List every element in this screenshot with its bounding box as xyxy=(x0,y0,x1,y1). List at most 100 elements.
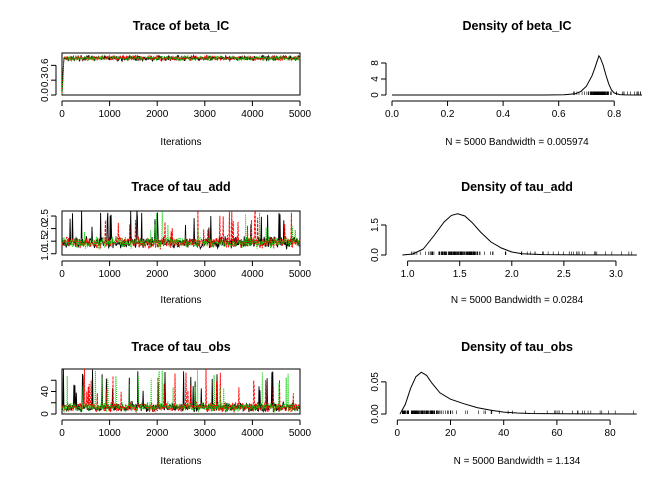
chart-title: Density of tau_add xyxy=(461,180,573,194)
x-tick-label: 0 xyxy=(395,428,401,439)
x-tick-label: 1000 xyxy=(98,269,121,280)
plot-frame xyxy=(61,210,301,256)
plot-frame xyxy=(61,368,301,415)
x-tick-label: 2.0 xyxy=(505,269,519,280)
y-axis: 0.00 0.05 xyxy=(370,372,387,424)
x-tick-label: 3.0 xyxy=(609,269,623,280)
panel-trace-tau-add: Trace of tau_add 0 1000 2000 3000 4000 5000 1… xyxy=(40,180,312,306)
x-axis: 0 20 40 60 80 xyxy=(395,419,617,439)
x-tick-label: 1000 xyxy=(98,428,121,439)
trace-lines xyxy=(61,210,301,251)
x-tick-label: 0 xyxy=(59,269,65,280)
x-axis: 0 1000 2000 3000 4000 5000 xyxy=(59,419,312,439)
rug-marks xyxy=(573,91,641,95)
trace-series-3 xyxy=(61,54,301,95)
x-axis-label: Iterations xyxy=(160,295,201,306)
x-axis: 0.0 0.2 0.4 0.6 0.8 xyxy=(385,100,622,120)
panel-density-tau-obs: Density of tau_obs 0 20 40 60 80 0.00 0.05 N … xyxy=(370,340,637,467)
x-tick-label: 2000 xyxy=(146,428,169,439)
x-axis-label: N = 5000 Bandwidth = 1.134 xyxy=(454,456,581,467)
y-axis: 0.00.30.6 xyxy=(40,58,57,102)
density-curve xyxy=(399,371,637,415)
y-tick-label: 0.3 xyxy=(40,73,51,87)
y-tick-label: 40 xyxy=(40,386,51,398)
x-tick-label: 20 xyxy=(445,428,457,439)
trace-lines xyxy=(61,54,301,95)
x-tick-label: 4000 xyxy=(241,269,264,280)
x-tick-label: 4000 xyxy=(241,428,264,439)
x-axis-label: N = 5000 Bandwidth = 0.005974 xyxy=(445,137,589,148)
y-tick-label: 1.0 xyxy=(40,246,51,260)
trace-series-2 xyxy=(61,210,301,250)
x-axis-label: N = 5000 Bandwidth = 0.0284 xyxy=(451,295,584,306)
x-tick-label: 0 xyxy=(59,428,65,439)
x-tick-label: 5000 xyxy=(289,109,312,120)
rug-marks xyxy=(402,410,634,414)
x-tick-label: 80 xyxy=(605,428,617,439)
trace-series-3 xyxy=(61,210,301,250)
x-tick-label: 4000 xyxy=(241,109,264,120)
x-tick-label: 1000 xyxy=(98,109,121,120)
trace-series-1 xyxy=(61,54,301,95)
chart-title: Density of tau_obs xyxy=(461,340,573,354)
y-tick-label: 0.05 xyxy=(370,372,381,392)
y-axis: 0 40 xyxy=(40,379,57,417)
x-tick-label: 0.0 xyxy=(385,109,399,120)
x-tick-label: 0.8 xyxy=(607,109,621,120)
x-tick-label: 1.0 xyxy=(401,269,415,280)
panel-density-tau-add: Density of tau_add 1.0 1.5 2.0 2.5 3.0 0.0 1.… xyxy=(370,180,637,306)
chart-title: Trace of tau_obs xyxy=(131,340,230,354)
density-line xyxy=(399,371,637,415)
trace-series-2 xyxy=(61,54,301,95)
y-tick-label: 2.5 xyxy=(40,209,51,223)
y-tick-label: 0.00 xyxy=(370,404,381,424)
density-curve xyxy=(402,213,637,256)
chart-title: Density of beta_IC xyxy=(462,19,571,33)
y-axis: 0 4 8 xyxy=(370,60,387,98)
x-tick-label: 2000 xyxy=(146,109,169,120)
trace-series-3 xyxy=(61,369,301,414)
y-tick-label: 8 xyxy=(370,60,381,66)
chart-title: Trace of tau_add xyxy=(131,180,230,194)
x-axis-label: Iterations xyxy=(160,137,201,148)
x-tick-label: 5000 xyxy=(289,428,312,439)
x-tick-label: 60 xyxy=(551,428,563,439)
x-tick-label: 5000 xyxy=(289,269,312,280)
x-tick-label: 0.4 xyxy=(496,109,510,120)
x-axis: 0 1000 2000 3000 4000 5000 xyxy=(59,100,312,120)
y-tick-label: 1.5 xyxy=(40,234,51,248)
y-tick-label: 0.6 xyxy=(40,58,51,72)
x-tick-label: 1.5 xyxy=(453,269,467,280)
density-line xyxy=(392,54,643,96)
x-tick-label: 3000 xyxy=(194,269,217,280)
x-axis: 1.0 1.5 2.0 2.5 3.0 xyxy=(401,260,623,280)
panel-trace-tau-obs: Trace of tau_obs 0 1000 2000 3000 4000 5000 0… xyxy=(40,340,312,467)
x-tick-label: 3000 xyxy=(194,428,217,439)
y-axis: 0.0 1.5 xyxy=(370,218,387,262)
y-tick-label: 0 xyxy=(370,92,381,98)
trace-lines xyxy=(61,368,301,414)
x-tick-label: 0.2 xyxy=(441,109,455,120)
x-tick-label: 2000 xyxy=(146,269,169,280)
x-axis: 0 1000 2000 3000 4000 5000 xyxy=(59,260,312,280)
rug-marks xyxy=(411,251,633,255)
x-tick-label: 40 xyxy=(498,428,510,439)
y-tick-label: 1.5 xyxy=(370,218,381,232)
panel-density-beta-ic: Density of beta_IC 0.0 0.2 0.4 0.6 0.8 0 4 8 N… xyxy=(370,19,643,148)
x-tick-label: 3000 xyxy=(194,109,217,120)
x-tick-label: 2.5 xyxy=(557,269,571,280)
y-axis: 1.01.52.02.5 xyxy=(40,209,57,261)
y-tick-label: 0.0 xyxy=(40,88,51,102)
chart-title: Trace of beta_IC xyxy=(133,19,230,33)
y-tick-label: 2.0 xyxy=(40,221,51,235)
x-axis-label: Iterations xyxy=(160,456,201,467)
plot-frame xyxy=(61,52,301,96)
x-tick-label: 0 xyxy=(59,109,65,120)
y-tick-label: 4 xyxy=(370,76,381,82)
y-tick-label: 0.0 xyxy=(370,248,381,262)
panel-trace-beta-ic: Trace of beta_IC 0 1000 2000 3000 4000 5000 0… xyxy=(40,19,312,148)
density-curve xyxy=(392,54,643,96)
density-line xyxy=(402,213,637,256)
y-tick-label: 0 xyxy=(40,411,51,417)
